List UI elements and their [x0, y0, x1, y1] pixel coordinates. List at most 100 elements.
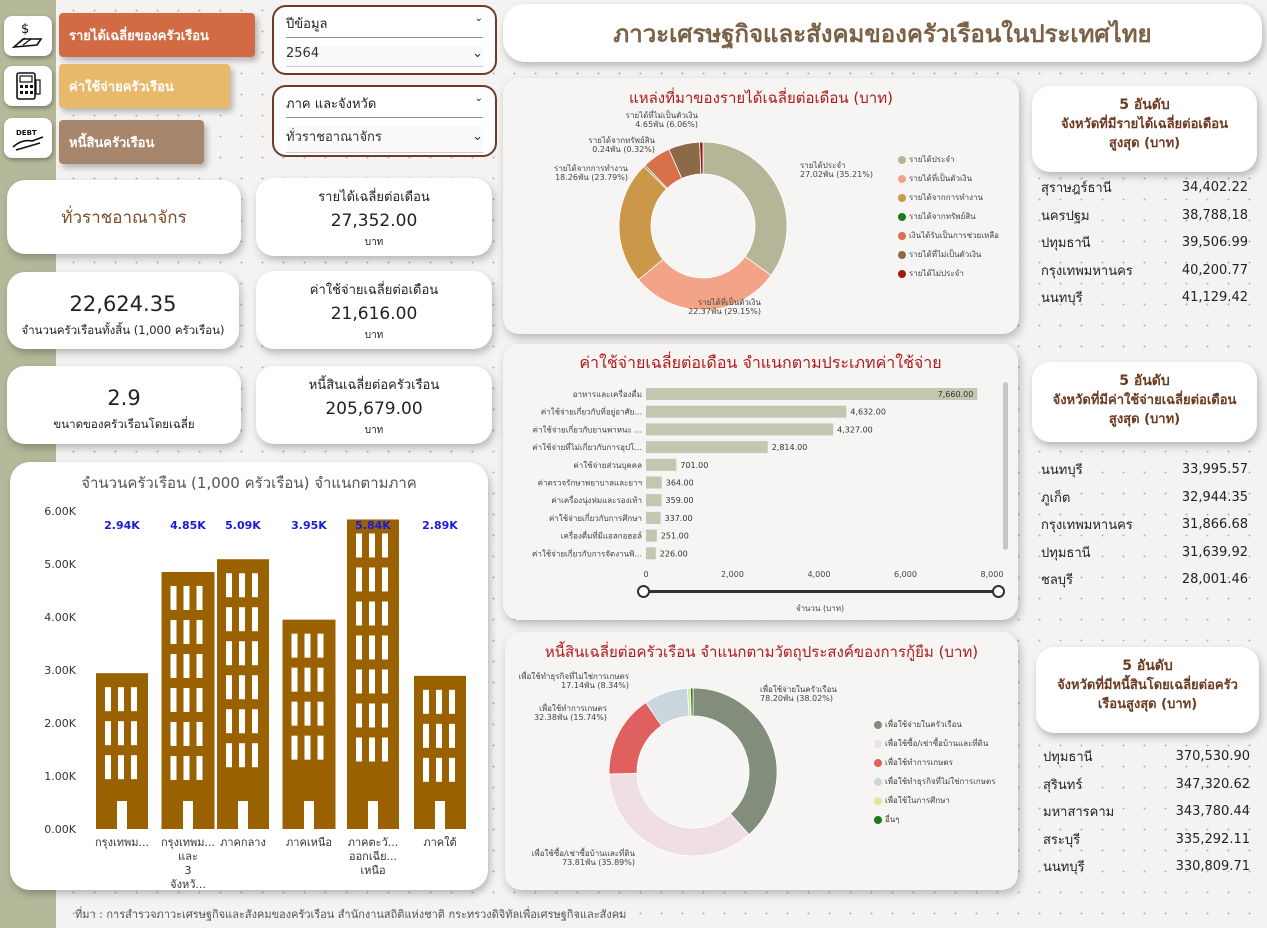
bar-window — [382, 567, 388, 592]
province-name: มหาสารคาม — [1043, 805, 1115, 821]
x-tick-label: ภาคตะวั... — [348, 836, 399, 849]
province-name: ปทุมธานี — [1041, 236, 1091, 252]
money-hand-icon[interactable]: $ — [4, 16, 52, 56]
household-size-kpi-value: 2.9 — [107, 386, 141, 410]
year-filter-label: ปีข้อมูล — [286, 17, 328, 32]
bar-window — [239, 641, 245, 666]
data-label-name: เพื่อใช้ทำธุรกิจที่ไม่ใช่การเกษตร — [518, 670, 629, 681]
rank-expense-card: 5 อันดับ จังหวัดที่มีค่าใช้จ่ายเฉลี่ยต่อ… — [1032, 362, 1257, 442]
bar-window — [252, 743, 258, 768]
bar-window — [356, 737, 362, 762]
y-tick-label: ค่าใช้จ่ายส่วนบุคคล — [573, 461, 642, 470]
chevron-down-icon[interactable]: ⌄ — [474, 13, 483, 24]
legend-item[interactable]: รายได้จากการทำงาน — [898, 188, 999, 207]
data-label-name: รายได้ประจำ — [800, 161, 846, 170]
bar-window — [183, 585, 190, 610]
legend-item[interactable]: เพื่อใช้ซื้อ/เช่าซื้อบ้านและที่ดิน — [874, 734, 996, 753]
legend-item[interactable]: รายได้ที่ไม่เป็นตัวเงิน — [898, 245, 999, 264]
province-name: นนทบุรี — [1041, 463, 1083, 479]
x-tick-label: ภาคกลาง — [220, 836, 266, 849]
data-label: 364.00 — [666, 479, 694, 488]
households-kpi-value: 22,624.35 — [69, 292, 177, 316]
year-select[interactable]: 2564 ⌄ — [286, 46, 483, 67]
zoom-slider-track[interactable] — [643, 590, 1000, 593]
bar-window — [183, 619, 190, 644]
bar — [646, 529, 657, 542]
bar-window — [196, 687, 203, 712]
legend-label: รายได้ที่ไม่เป็นตัวเงิน — [909, 250, 982, 259]
zoom-slider-left-handle[interactable] — [637, 585, 650, 598]
x-tick-label: ภาคใต้ — [423, 836, 456, 849]
bar-window — [369, 601, 375, 626]
zoom-slider-right-handle[interactable] — [992, 585, 1005, 598]
province-value: 28,001.46 — [1181, 572, 1248, 588]
bar-window — [196, 585, 203, 610]
legend-item[interactable]: อื่นๆ — [874, 810, 996, 829]
expense-scrollbar[interactable] — [1003, 382, 1008, 550]
bar-window — [170, 653, 177, 678]
legend-label: รายได้ที่เป็นตัวเงิน — [909, 174, 973, 183]
legend-item[interactable]: รายได้ที่เป็นตัวเงิน — [898, 169, 999, 188]
bar-window — [369, 737, 375, 762]
data-label: 2.89K — [422, 519, 458, 532]
households-chart: 0.00K 1.00K 2.00K 3.00K 4.00K 5.00K 6.00K 2.94K… — [44, 505, 466, 890]
region-select[interactable]: ทั่วราชอาณาจักร ⌄ — [286, 126, 483, 153]
income-kpi-title: รายได้เฉลี่ยต่อเดือน — [318, 190, 430, 205]
nav-debt-button[interactable]: หนี้สินครัวเรือน — [59, 120, 204, 164]
bar-door — [183, 801, 193, 829]
income-sources-panel: แหล่งที่มาของรายได้เฉลี่ยต่อเดือน (บาท) … — [503, 78, 1019, 334]
province-value: 31,639.92 — [1181, 544, 1248, 560]
bar-window — [382, 703, 388, 728]
y-tick-label: 0.00K — [44, 823, 76, 836]
legend-item[interactable]: เพื่อใช้ทำธุรกิจที่ไม่ใช่การเกษตร — [874, 772, 996, 791]
y-tick-label: ค่าใช้จ่ายเกี่ยวกับการศึกษา — [549, 512, 642, 523]
debt-chart-title: หนี้สินเฉลี่ยต่อครัวเรือน จำแนกตามวัตถุป… — [544, 643, 979, 661]
data-label-name: เพื่อใช้ทำการเกษตร — [539, 702, 608, 713]
legend-item[interactable]: เงินได้รับเป็นการช่วยเหลือ — [898, 226, 999, 245]
chevron-down-icon[interactable]: ⌄ — [474, 93, 483, 104]
province-value: 39,506.99 — [1181, 235, 1248, 251]
calculator-icon[interactable] — [4, 66, 52, 106]
legend-item[interactable]: รายได้จากทรัพย์สิน — [898, 207, 999, 226]
x-axis-label: จำนวน (บาท) — [796, 604, 844, 613]
bar-window — [436, 757, 442, 782]
region-filter[interactable]: ภาค และจังหวัด ⌄ ทั่วราชอาณาจักร ⌄ — [272, 85, 497, 157]
data-label-name: เพื่อใช้ซื้อ/เช่าซื้อบ้านและที่ดิน — [532, 847, 636, 858]
legend-item[interactable]: รายได้ไม่ประจำ — [898, 264, 999, 283]
nav-expense-button[interactable]: ค่าใช้จ่ายครัวเรือน — [59, 64, 230, 108]
year-filter[interactable]: ปีข้อมูล ⌄ 2564 ⌄ — [272, 5, 497, 75]
bar-window — [356, 669, 362, 694]
bar-window — [436, 689, 442, 714]
data-label-value: 27.02พัน (35.21%) — [800, 170, 873, 179]
data-label-value: 4.65พัน (6.06%) — [635, 120, 698, 129]
rank-debt-subtitle: จังหวัดที่มีหนี้สินโดยเฉลี่ยต่อครัวเรือน… — [1057, 678, 1238, 712]
households-kpi-label: จำนวนครัวเรือนทั้งสิ้น (1,000 ครัวเรือน) — [21, 323, 225, 337]
legend-item[interactable]: รายได้ประจำ — [898, 150, 999, 169]
legend-swatch — [874, 796, 882, 805]
debt-kpi-unit: บาท — [364, 425, 384, 436]
rank-expense-table: นนทบุรี 33,995.57 ภูเก็ต 32,944.35 กรุงเทพ… — [1041, 456, 1248, 594]
province-value: 335,292.11 — [1175, 831, 1250, 847]
bar-window — [170, 755, 177, 780]
bar-window — [239, 573, 245, 598]
bar-window — [317, 701, 324, 726]
debt-hand-icon[interactable]: DEBT — [4, 118, 52, 158]
bar-window — [118, 687, 124, 712]
legend-item[interactable]: เพื่อใช้จ่ายในครัวเรือน — [874, 715, 996, 734]
households-kpi-card: 22,624.35 จำนวนครัวเรือนทั้งสิ้น (1,000 … — [7, 272, 239, 349]
legend-item[interactable]: เพื่อใช้ทำการเกษตร — [874, 753, 996, 772]
bar-window — [196, 619, 203, 644]
bar-window — [291, 633, 298, 658]
province-value: 40,200.77 — [1181, 262, 1248, 278]
bar — [646, 423, 834, 436]
bar-door — [368, 801, 378, 829]
bar-window — [356, 635, 362, 660]
bar — [646, 547, 656, 560]
bar-window — [105, 755, 111, 780]
expense-bar-chart: อาหารและเครื่องดื่ม 7,660.00 ค่าใช้จ่ายเกี… — [532, 388, 1003, 613]
data-label-name: รายได้ที่เป็นตัวเงิน — [698, 296, 762, 307]
rank-expense-title: 5 อันดับ — [1119, 373, 1170, 389]
nav-income-button[interactable]: รายได้เฉลี่ยของครัวเรือน — [59, 13, 255, 57]
data-label-value: 17.14พัน (8.34%) — [561, 681, 629, 690]
legend-item[interactable]: เพื่อใช้ในการศึกษา — [874, 791, 996, 810]
